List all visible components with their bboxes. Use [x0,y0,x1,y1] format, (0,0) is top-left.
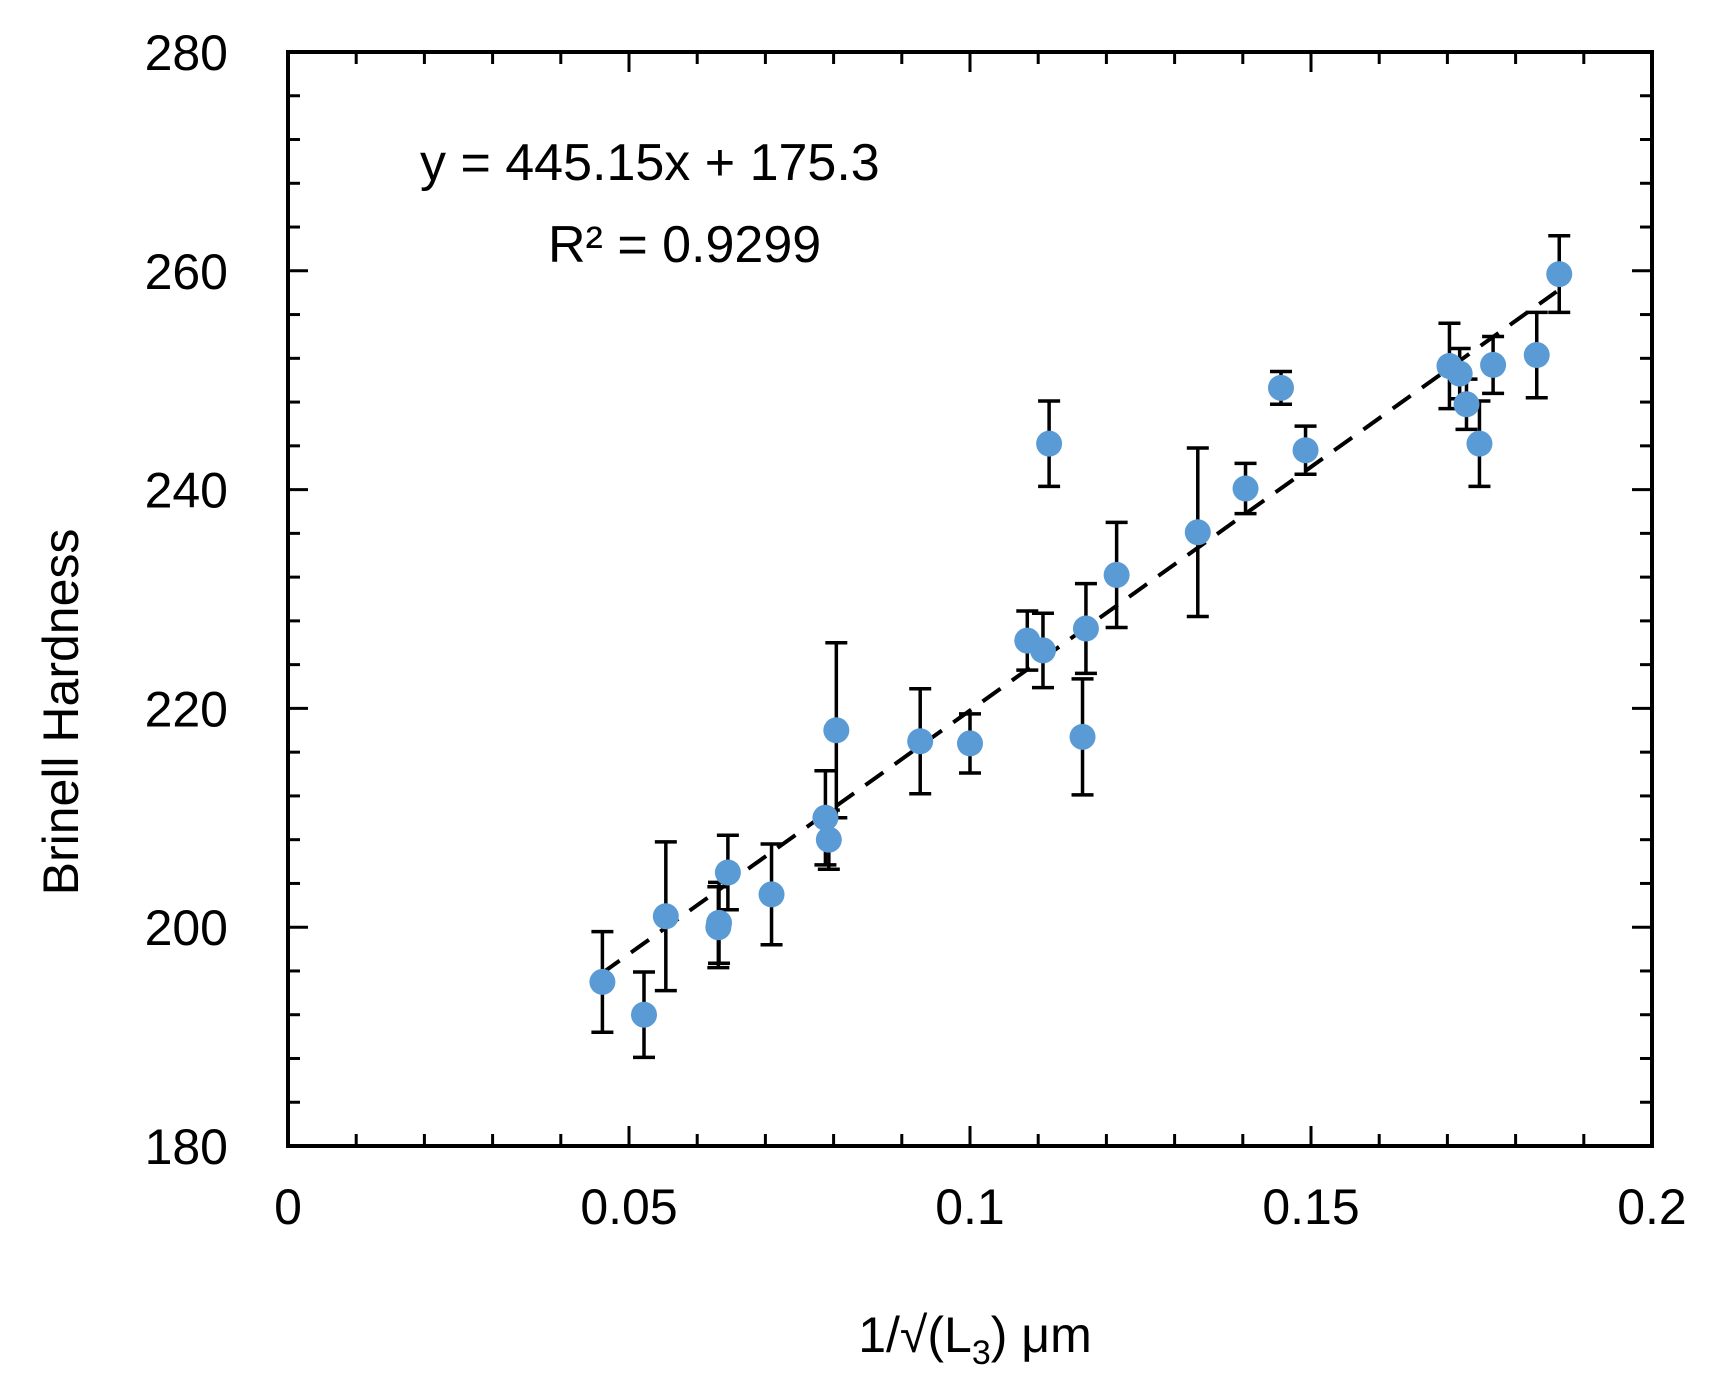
data-point [1232,475,1259,502]
y-tick-label: 260 [145,244,228,300]
x-tick-label: 0.1 [935,1179,1005,1235]
data-point [1453,391,1480,418]
y-tick-label: 240 [145,463,228,519]
x-tick-label: 0.2 [1617,1179,1687,1235]
data-point [1546,261,1573,288]
data-point [758,881,785,908]
data-point [812,804,839,831]
data-point [1036,430,1063,457]
tick-marks [286,50,1654,1148]
data-point [589,968,616,995]
y-tick-label: 180 [145,1119,228,1175]
data-point [1103,561,1130,588]
data-point [907,728,934,755]
data-point [957,730,983,757]
trendline-equation: y = 445.15x + 175.3 [420,134,880,192]
data-point [1466,430,1493,457]
plot-area-frame [286,50,1654,1148]
trendline-r2: R² = 0.9299 [548,216,821,274]
data-point [1267,374,1294,401]
y-tick-label: 220 [145,681,228,737]
data-points-layer [589,261,1573,1028]
data-point [706,909,733,936]
data-point [631,1001,658,1028]
data-point [1029,637,1056,664]
x-tick-label: 0.05 [580,1179,677,1235]
data-point [815,826,842,853]
y-tick-label: 280 [145,25,228,81]
x-tick-label: 0.15 [1262,1179,1359,1235]
data-point [1480,351,1507,378]
x-tick-labels: 0 0.05 0.1 0.15 0.2 [274,1179,1687,1235]
y-tick-label: 200 [145,900,228,956]
data-point [1523,342,1550,369]
data-point [714,859,741,886]
data-point [1446,360,1473,387]
y-tick-labels: 180 200 220 240 260 280 [145,25,228,1175]
x-axis-title: 1/√(L3) μm [858,1307,1092,1372]
data-point [1292,437,1319,464]
data-point [1069,723,1096,750]
data-point [823,717,850,744]
x-tick-label: 0 [274,1179,302,1235]
data-point [1072,615,1099,642]
data-point [1184,519,1211,546]
y-axis-title: Brinell Hardness [33,529,89,896]
data-point [652,903,679,930]
error-bars-layer [591,234,1571,1060]
